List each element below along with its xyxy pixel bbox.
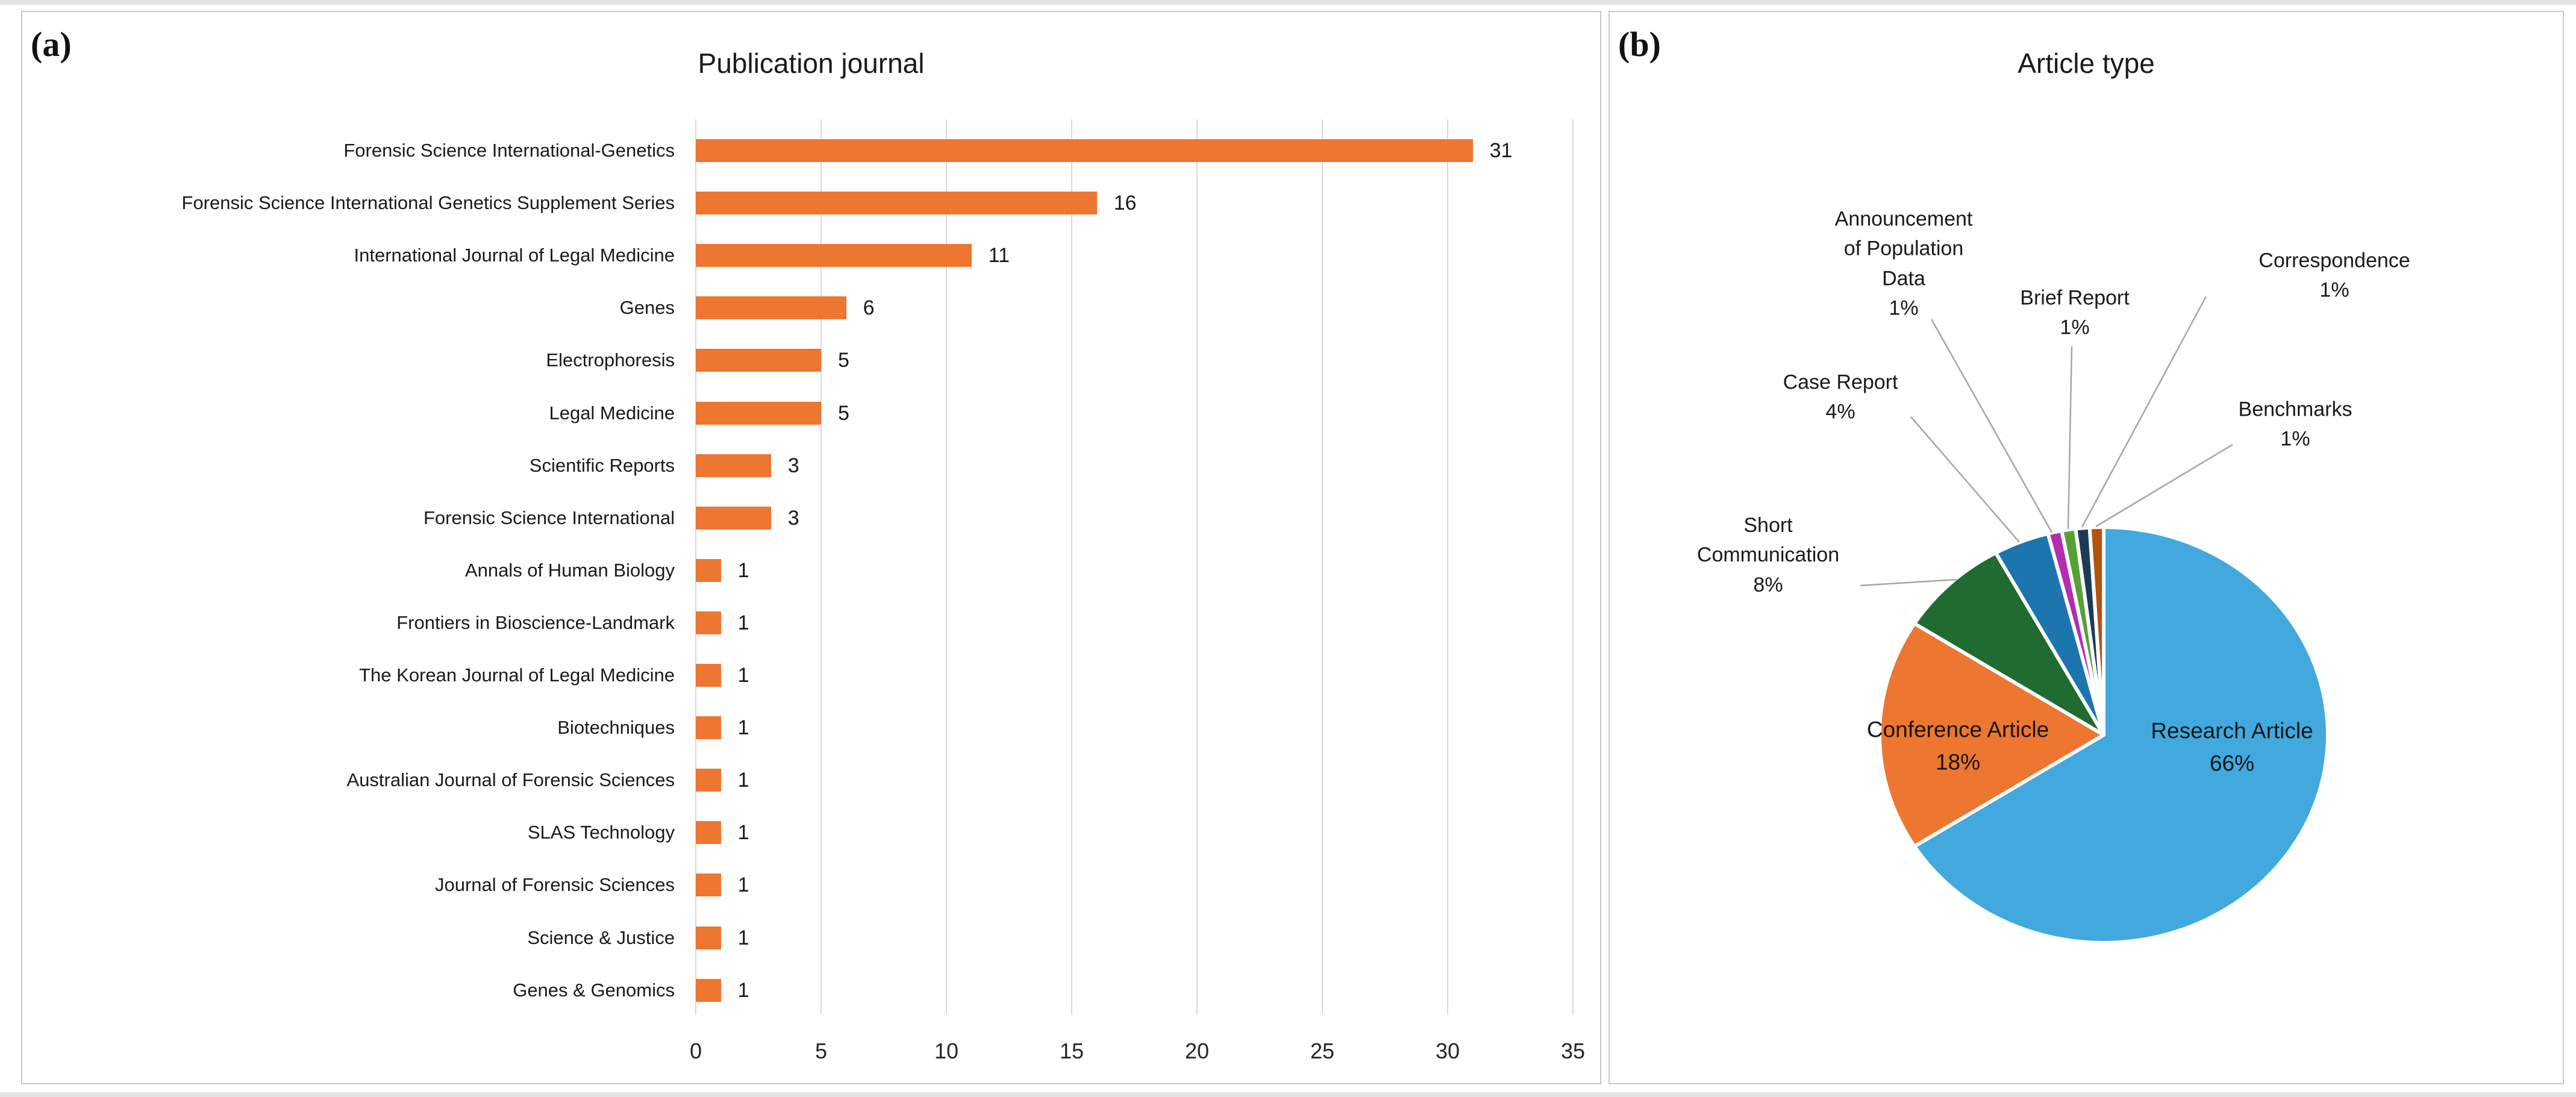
- bar-journal-of-forensic-sciences: [696, 874, 721, 897]
- bar-slas-technology: [696, 821, 721, 845]
- bar-value-label-forensic-science-international: 3: [787, 506, 799, 530]
- bar-category-label-slas-technology: SLAS Technology: [527, 822, 675, 843]
- bar-category-label-genes: Genes: [619, 297, 675, 319]
- bar-annals-of-human-biology: [696, 558, 721, 582]
- bar-the-korean-journal-of-legal-medicine: [696, 664, 721, 687]
- bar-value-label-forensic-science-international-genetics-supplement-series: 16: [1113, 192, 1137, 215]
- bar-value-label-international-journal-of-legal-medicine: 11: [988, 244, 1010, 267]
- x-tick-label-0: 0: [689, 1039, 702, 1063]
- bar-value-label-genes-genomics: 1: [737, 978, 749, 1002]
- bar-value-label-scientific-reports: 3: [787, 454, 799, 477]
- bar-category-label-biotechniques: Biotechniques: [557, 717, 675, 739]
- bar-value-label-frontiers-in-bioscience-landmark: 1: [737, 611, 749, 634]
- bar-scientific-reports: [696, 454, 771, 477]
- bar-value-label-biotechniques: 1: [737, 716, 749, 740]
- x-gridline-15: [1071, 119, 1072, 1014]
- x-tick-label-30: 30: [1435, 1039, 1460, 1063]
- panel-publication-journal: (a) Publication journal: [21, 11, 1601, 1084]
- x-gridline-10: [946, 119, 947, 1014]
- bar-value-label-electrophoresis: 5: [838, 349, 849, 372]
- pie-chart-title: Article type: [2018, 48, 2155, 79]
- x-tick-label-25: 25: [1310, 1039, 1335, 1063]
- bar-category-label-international-journal-of-legal-medicine: International Journal of Legal Medicine: [354, 245, 675, 266]
- bar-forensic-science-international: [696, 506, 771, 530]
- x-gridline-5: [821, 119, 822, 1014]
- pie-label-conference-article: Conference Article 18%: [1866, 717, 2049, 774]
- bar-forensic-science-international-genetics: [696, 139, 1473, 162]
- pie-label-announcement-of-population-data: Announcement of Population Data 1%: [1834, 207, 1973, 320]
- panel-a-letter: (a): [31, 25, 72, 64]
- bar-value-label-forensic-science-international-genetics: 31: [1489, 139, 1513, 162]
- x-tick-label-15: 15: [1059, 1039, 1084, 1063]
- bar-value-label-australian-journal-of-forensic-sciences: 1: [737, 769, 749, 792]
- bar-value-label-genes: 6: [863, 296, 875, 320]
- bar-category-label-scientific-reports: Scientific Reports: [529, 454, 675, 476]
- bar-category-label-forensic-science-international: Forensic Science International: [423, 507, 675, 528]
- bar-category-label-science-justice: Science & Justice: [527, 927, 675, 948]
- x-gridline-20: [1196, 119, 1198, 1014]
- pie-label-benchmarks: Benchmarks 1%: [2238, 398, 2352, 451]
- bar-value-label-annals-of-human-biology: 1: [737, 558, 749, 582]
- bar-genes-genomics: [696, 978, 721, 1002]
- x-gridline-35: [1572, 119, 1574, 1014]
- x-tick-label-35: 35: [1560, 1039, 1586, 1063]
- bar-category-label-genes-genomics: Genes & Genomics: [513, 979, 675, 1001]
- bar-category-label-frontiers-in-bioscience-landmark: Frontiers in Bioscience-Landmark: [396, 611, 675, 633]
- bar-science-justice: [696, 926, 721, 949]
- bar-value-label-journal-of-forensic-sciences: 1: [737, 874, 749, 897]
- figure-top-border: [0, 0, 2576, 5]
- bar-category-label-the-korean-journal-of-legal-medicine: The Korean Journal of Legal Medicine: [359, 664, 675, 686]
- bar-electrophoresis: [696, 349, 821, 372]
- bar-category-label-journal-of-forensic-sciences: Journal of Forensic Sciences: [434, 874, 675, 896]
- bar-chart-title: Publication journal: [698, 48, 925, 79]
- bar-category-label-annals-of-human-biology: Annals of Human Biology: [464, 559, 675, 581]
- pie-label-short-communication: Short Communication 8%: [1696, 514, 1840, 596]
- bar-value-label-slas-technology: 1: [737, 821, 749, 845]
- panel-b-letter: (b): [1618, 25, 1661, 64]
- bar-category-label-forensic-science-international-genetics-supplement-series: Forensic Science International Genetics …: [181, 192, 675, 214]
- pie-label-brief-report: Brief Report 1%: [2020, 286, 2130, 339]
- bar-category-label-forensic-science-international-genetics: Forensic Science International-Genetics: [343, 140, 675, 161]
- bar-international-journal-of-legal-medicine: [696, 244, 972, 267]
- x-tick-label-20: 20: [1184, 1039, 1210, 1063]
- bar-category-label-australian-journal-of-forensic-sciences: Australian Journal of Forensic Sciences: [346, 769, 675, 791]
- figure-bottom-border: [0, 1092, 2576, 1097]
- x-gridline-25: [1322, 119, 1323, 1014]
- x-tick-label-5: 5: [814, 1039, 828, 1063]
- pie-label-case-report: Case Report 4%: [1783, 370, 1898, 423]
- bar-biotechniques: [696, 716, 721, 740]
- bar-genes: [696, 296, 846, 320]
- pie-label-correspondence: Correspondence 1%: [2259, 249, 2410, 302]
- bar-australian-journal-of-forensic-sciences: [696, 769, 721, 792]
- bar-category-label-electrophoresis: Electrophoresis: [546, 349, 675, 371]
- bar-forensic-science-international-genetics-supplement-series: [696, 192, 1097, 215]
- bar-value-label-the-korean-journal-of-legal-medicine: 1: [737, 664, 749, 687]
- pie-label-research-article: Research Article 66%: [2151, 718, 2313, 775]
- x-gridline-30: [1447, 119, 1448, 1014]
- bar-value-label-legal-medicine: 5: [838, 401, 849, 425]
- bar-value-label-science-justice: 1: [737, 926, 749, 949]
- bar-category-label-legal-medicine: Legal Medicine: [549, 402, 675, 423]
- x-tick-label-10: 10: [934, 1039, 959, 1063]
- bar-legal-medicine: [696, 401, 821, 425]
- bar-frontiers-in-bioscience-landmark: [696, 611, 721, 634]
